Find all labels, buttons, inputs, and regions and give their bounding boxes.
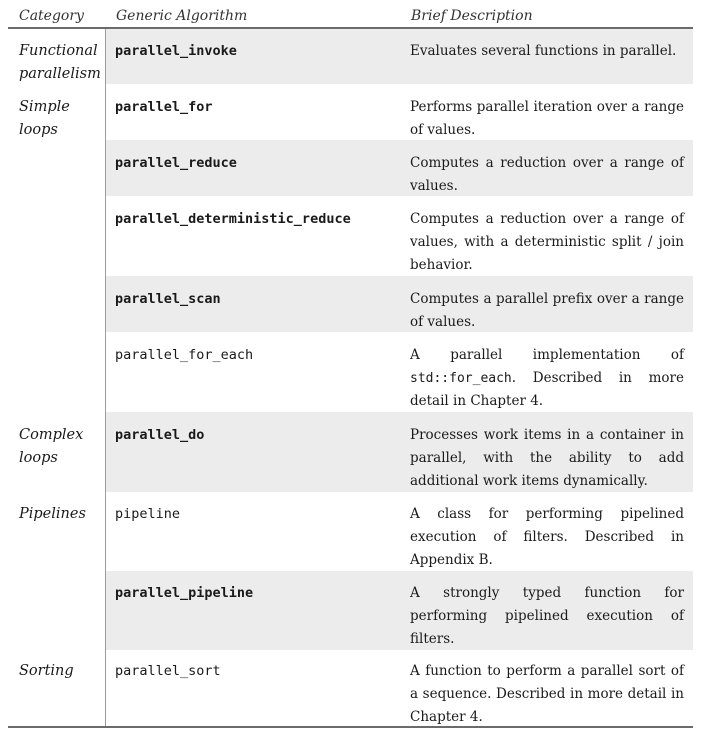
category-label: loops: [19, 450, 58, 466]
table-row: parallel_invoke Evaluates several functi…: [106, 29, 693, 84]
category-label: Functional: [19, 43, 98, 59]
table-row: pipeline A class for performing pipeline…: [106, 492, 693, 571]
description-text: . Described in more detail in Chapter 4.: [410, 370, 684, 409]
algorithm-name: parallel_sort: [115, 663, 221, 679]
header-algorithm: Generic Algorithm: [116, 8, 248, 24]
algorithm-name: parallel_for: [115, 99, 213, 115]
table-row: parallel_sort A function to perform a pa…: [106, 650, 693, 726]
algorithm-description: A function to perform a parallel sort of…: [410, 663, 684, 725]
algorithm-name: pipeline: [115, 506, 181, 522]
category-label: Sorting: [19, 663, 74, 679]
table-row: parallel_pipeline A strongly typed funct…: [106, 571, 693, 650]
category-label: loops: [19, 122, 58, 138]
table-row: parallel_do Processes work items in a co…: [106, 412, 693, 492]
header-description: Brief Description: [411, 8, 533, 24]
algorithm-description: A class for performing pipelined executi…: [410, 506, 684, 568]
table-row: parallel_scan Computes a parallel prefix…: [106, 276, 693, 332]
algorithm-name: parallel_pipeline: [115, 585, 254, 601]
algorithm-description: A strongly typed function for performing…: [410, 585, 684, 647]
algorithm-description: Evaluates several functions in parallel.: [410, 43, 677, 59]
algorithm-description: Computes a reduction over a range of val…: [410, 211, 684, 273]
algorithm-description: A parallel implementation of std::for_ea…: [410, 344, 684, 413]
algorithm-description: Performs parallel iteration over a range…: [410, 99, 684, 138]
table-bottom-rule: [8, 726, 693, 728]
code-reference: std::for_each: [410, 371, 512, 386]
algorithm-name: parallel_reduce: [115, 155, 237, 171]
algorithm-name: parallel_deterministic_reduce: [115, 211, 351, 227]
algorithm-name: parallel_for_each: [115, 347, 254, 363]
description-text: A parallel implementation of: [410, 347, 684, 363]
algorithm-name: parallel_invoke: [115, 43, 237, 59]
table-row: parallel_reduce Computes a reduction ove…: [106, 140, 693, 196]
table-row: parallel_for_each A parallel implementat…: [106, 332, 693, 412]
algorithm-name: parallel_do: [115, 427, 205, 443]
category-divider: [105, 29, 106, 726]
category-label: Complex: [19, 427, 84, 443]
header-category: Category: [19, 8, 84, 24]
algorithm-table: Category Generic Algorithm Brief Descrip…: [8, 0, 693, 734]
algorithm-description: Computes a parallel prefix over a range …: [410, 291, 684, 330]
category-label: Pipelines: [19, 506, 86, 522]
category-label: Simple: [19, 99, 70, 115]
category-label: parallelism: [19, 66, 101, 82]
table-header: Category Generic Algorithm Brief Descrip…: [8, 0, 693, 28]
header-rule: [8, 27, 693, 29]
algorithm-description: Processes work items in a container in p…: [410, 427, 684, 489]
table-row: parallel_deterministic_reduce Computes a…: [106, 196, 693, 276]
table-row: parallel_for Performs parallel iteration…: [106, 84, 693, 140]
algorithm-name: parallel_scan: [115, 291, 221, 307]
algorithm-description: Computes a reduction over a range of val…: [410, 155, 684, 194]
